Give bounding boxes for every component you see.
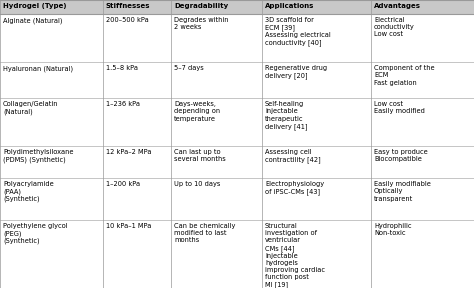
Bar <box>262 14 371 62</box>
Bar <box>171 14 262 62</box>
Text: 1–236 kPa: 1–236 kPa <box>106 101 140 107</box>
Text: Polydimethylsiloxane
(PDMS) (Synthetic): Polydimethylsiloxane (PDMS) (Synthetic) <box>3 149 73 163</box>
Text: 1.5–8 kPa: 1.5–8 kPa <box>106 65 138 71</box>
Text: 200–500 kPa: 200–500 kPa <box>106 17 149 23</box>
Text: Assessing cell
contractility [42]: Assessing cell contractility [42] <box>265 149 321 163</box>
Bar <box>171 98 262 146</box>
Text: Collagen/Gelatin
(Natural): Collagen/Gelatin (Natural) <box>3 101 58 115</box>
Text: Structural
investigation of
ventricular
CMs [44]
Injectable
hydrogels
improving : Structural investigation of ventricular … <box>265 223 325 288</box>
Text: Easily modifiable
Optically
transparent: Easily modifiable Optically transparent <box>374 181 431 202</box>
Text: Up to 10 days: Up to 10 days <box>174 181 220 187</box>
Text: Alginate (Natural): Alginate (Natural) <box>3 17 63 24</box>
Text: 5–7 days: 5–7 days <box>174 65 204 71</box>
Bar <box>171 146 262 178</box>
Bar <box>262 0 371 14</box>
Bar <box>0 220 103 288</box>
Text: Can be chemically
modified to last
months: Can be chemically modified to last month… <box>174 223 236 243</box>
Bar <box>371 14 474 62</box>
Bar <box>371 98 474 146</box>
Bar <box>371 220 474 288</box>
Bar <box>0 0 103 14</box>
Text: Polyacrylamide
(PAA)
(Synthetic): Polyacrylamide (PAA) (Synthetic) <box>3 181 54 202</box>
Text: Hyaluronan (Natural): Hyaluronan (Natural) <box>3 65 73 71</box>
Bar <box>0 14 103 62</box>
Text: Polyethylene glycol
(PEG)
(Synthetic): Polyethylene glycol (PEG) (Synthetic) <box>3 223 68 245</box>
Text: 10 kPa–1 MPa: 10 kPa–1 MPa <box>106 223 151 229</box>
Text: Degradability: Degradability <box>174 3 228 9</box>
Text: Electrophysiology
of iPSC-CMs [43]: Electrophysiology of iPSC-CMs [43] <box>265 181 324 195</box>
Text: Hydrogel (Type): Hydrogel (Type) <box>3 3 66 9</box>
Bar <box>262 62 371 98</box>
Bar <box>103 220 171 288</box>
Text: Low cost
Easily modified: Low cost Easily modified <box>374 101 425 114</box>
Bar <box>0 146 103 178</box>
Text: Applications: Applications <box>265 3 314 9</box>
Text: Easy to produce
Biocompatible: Easy to produce Biocompatible <box>374 149 428 162</box>
Text: Days-weeks,
depending on
temperature: Days-weeks, depending on temperature <box>174 101 220 122</box>
Bar <box>371 178 474 220</box>
Bar <box>103 62 171 98</box>
Bar <box>0 62 103 98</box>
Text: Hydrophilic
Non-toxic: Hydrophilic Non-toxic <box>374 223 411 236</box>
Text: 3D scaffold for
ECM [39]
Assessing electrical
conductivity [40]: 3D scaffold for ECM [39] Assessing elect… <box>265 17 331 46</box>
Bar <box>371 0 474 14</box>
Bar <box>262 146 371 178</box>
Bar <box>103 146 171 178</box>
Bar <box>171 0 262 14</box>
Bar <box>0 178 103 220</box>
Bar <box>171 178 262 220</box>
Bar <box>171 220 262 288</box>
Bar <box>0 98 103 146</box>
Bar <box>103 98 171 146</box>
Bar <box>262 178 371 220</box>
Bar <box>371 146 474 178</box>
Text: Regenerative drug
delivery [20]: Regenerative drug delivery [20] <box>265 65 327 79</box>
Bar <box>171 62 262 98</box>
Text: Stiffnesses: Stiffnesses <box>106 3 151 9</box>
Text: Electrical
conductivity
Low cost: Electrical conductivity Low cost <box>374 17 415 37</box>
Bar <box>262 220 371 288</box>
Text: 1–200 kPa: 1–200 kPa <box>106 181 140 187</box>
Bar <box>262 98 371 146</box>
Text: Component of the
ECM
Fast gelation: Component of the ECM Fast gelation <box>374 65 435 86</box>
Bar <box>103 0 171 14</box>
Text: Degrades within
2 weeks: Degrades within 2 weeks <box>174 17 228 30</box>
Text: Advantages: Advantages <box>374 3 421 9</box>
Text: Self-healing
injectable
therapeutic
delivery [41]: Self-healing injectable therapeutic deli… <box>265 101 308 130</box>
Text: 12 kPa–2 MPa: 12 kPa–2 MPa <box>106 149 152 155</box>
Bar <box>103 14 171 62</box>
Bar <box>371 62 474 98</box>
Bar <box>103 178 171 220</box>
Text: Can last up to
several months: Can last up to several months <box>174 149 226 162</box>
